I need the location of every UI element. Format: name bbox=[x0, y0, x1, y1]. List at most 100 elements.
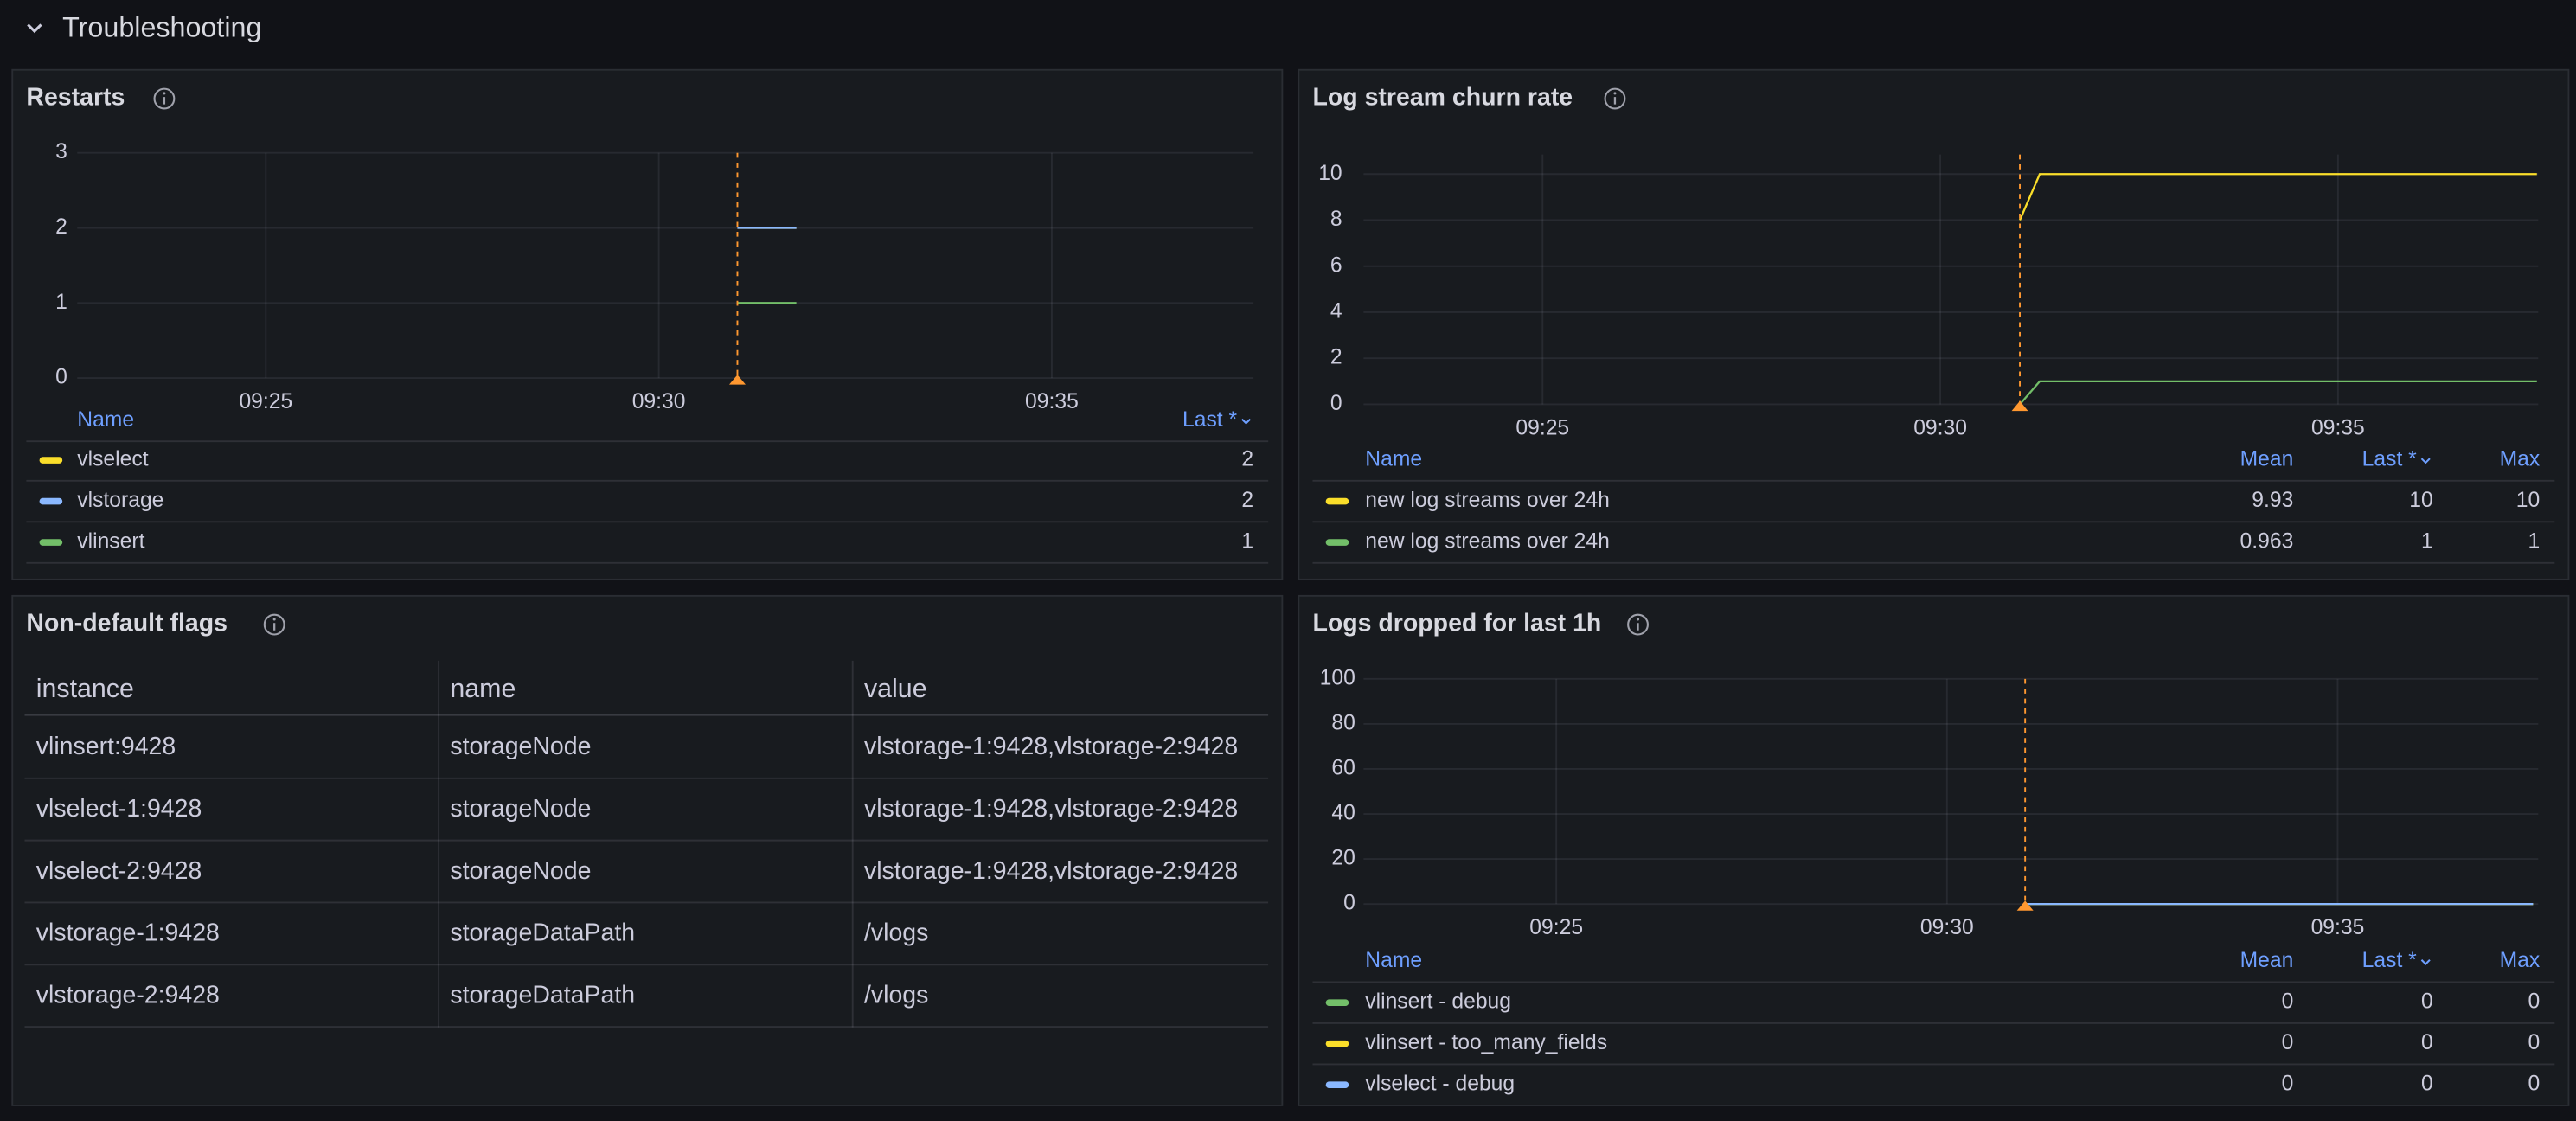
table-cell: /vlogs bbox=[864, 919, 928, 947]
info-icon-dot bbox=[1613, 92, 1617, 95]
legend-header[interactable]: Max bbox=[2500, 448, 2541, 471]
x-tick-label: 09:30 bbox=[1920, 916, 1974, 939]
x-tick-label: 09:35 bbox=[2311, 416, 2365, 439]
chart-panel: Log stream churn rate 0 2 4 6 8 10 09:25 09:30 09… bbox=[1312, 84, 2555, 564]
legend-value: 0 bbox=[2528, 1073, 2540, 1096]
legend-header[interactable]: Last * bbox=[1182, 408, 1238, 432]
x-tick-label: 09:35 bbox=[1025, 390, 1079, 413]
y-tick-label: 2 bbox=[55, 215, 67, 239]
info-icon-ring bbox=[1627, 613, 1649, 636]
legend-swatch[interactable] bbox=[1325, 539, 1349, 546]
legend-label[interactable]: vlinsert - too_many_fields bbox=[1365, 1031, 1607, 1054]
info-icon[interactable] bbox=[1604, 87, 1626, 110]
sort-chevron bbox=[1241, 418, 1252, 425]
legend-header[interactable]: Max bbox=[2500, 949, 2541, 972]
table-cell: storageNode bbox=[450, 795, 591, 823]
legend-swatch[interactable] bbox=[1325, 1040, 1349, 1047]
panel-title: Restarts bbox=[26, 84, 125, 112]
y-tick-label: 0 bbox=[1330, 392, 1342, 415]
legend-value: 0 bbox=[2282, 1031, 2294, 1054]
column-header[interactable]: value bbox=[864, 674, 927, 703]
legend-value: 1 bbox=[2421, 530, 2433, 554]
legend-header[interactable]: Last * bbox=[2362, 949, 2418, 972]
info-icon[interactable] bbox=[263, 613, 285, 636]
x-tick-label: 09:25 bbox=[1515, 416, 1569, 439]
legend-label[interactable]: new log streams over 24h bbox=[1365, 530, 1610, 554]
legend-label[interactable]: vlstorage bbox=[77, 489, 163, 512]
legend-swatch[interactable] bbox=[39, 539, 63, 546]
column-header[interactable]: name bbox=[450, 674, 516, 703]
legend-header[interactable]: Mean bbox=[2240, 448, 2294, 471]
chart-panel: Logs dropped for last 1h 0 20 40 60 80 100 09:2… bbox=[1312, 610, 2555, 1096]
legend-label[interactable]: vlinsert - debug bbox=[1365, 990, 1511, 1014]
legend-label[interactable]: vlselect bbox=[77, 448, 148, 471]
panel-title: Logs dropped for last 1h bbox=[1312, 610, 1601, 637]
legend-value: 0 bbox=[2421, 1031, 2433, 1054]
legend-value: 10 bbox=[2516, 489, 2540, 512]
table-cell: vlstorage-2:9428 bbox=[36, 981, 220, 1009]
annotation-marker[interactable] bbox=[728, 375, 746, 385]
info-icon-dot bbox=[163, 92, 166, 95]
sort-chevron bbox=[2420, 959, 2431, 966]
legend-swatch[interactable] bbox=[1325, 497, 1349, 505]
legend-label[interactable]: vlinsert bbox=[77, 530, 144, 554]
y-tick-label: 8 bbox=[1330, 208, 1342, 231]
chart-panel: Restarts 0 1 2 3 09:25 09:30 09:35 Name Last * vls… bbox=[26, 84, 1269, 564]
legend-header[interactable]: Mean bbox=[2240, 949, 2294, 972]
panel bbox=[1298, 594, 2570, 1106]
legend-label[interactable]: new log streams over 24h bbox=[1365, 489, 1610, 512]
panel bbox=[1298, 68, 2570, 580]
legend-header[interactable]: Name bbox=[77, 408, 134, 432]
table-cell: vlselect-1:9428 bbox=[36, 795, 202, 823]
y-tick-label: 4 bbox=[1330, 299, 1342, 323]
collapse-chevron[interactable] bbox=[27, 23, 42, 34]
series-line bbox=[2019, 380, 2537, 406]
x-tick-label: 09:30 bbox=[632, 390, 686, 413]
legend-value: 0 bbox=[2282, 990, 2294, 1014]
y-tick-label: 20 bbox=[1331, 847, 1355, 870]
legend-value: 0 bbox=[2528, 990, 2540, 1014]
table-cell: storageNode bbox=[450, 857, 591, 885]
table-cell: vlselect-2:9428 bbox=[36, 857, 202, 885]
legend-label[interactable]: vlselect - debug bbox=[1365, 1073, 1515, 1096]
series-line bbox=[2018, 173, 2537, 221]
legend-swatch[interactable] bbox=[1325, 1081, 1349, 1088]
legend-value: 0 bbox=[2282, 1073, 2294, 1096]
info-icon-ring bbox=[1604, 87, 1626, 110]
legend-value: 0 bbox=[2421, 1073, 2433, 1096]
legend-value: 0.963 bbox=[2240, 530, 2294, 554]
legend-header[interactable]: Name bbox=[1365, 448, 1422, 471]
legend-value: 10 bbox=[2409, 489, 2432, 512]
legend-value: 1 bbox=[2528, 530, 2540, 554]
table-cell: /vlogs bbox=[864, 981, 928, 1009]
section-title[interactable]: Troubleshooting bbox=[62, 12, 261, 43]
table-cell: storageDataPath bbox=[450, 919, 635, 947]
info-icon[interactable] bbox=[1627, 613, 1649, 636]
x-tick-label: 09:35 bbox=[2311, 916, 2365, 939]
legend-swatch[interactable] bbox=[39, 457, 63, 464]
y-tick-label: 2 bbox=[1330, 346, 1342, 369]
panel bbox=[11, 594, 1284, 1106]
annotation-marker[interactable] bbox=[2011, 400, 2028, 412]
sort-chevron bbox=[2420, 458, 2431, 464]
table-cell: vlstorage-1:9428,vlstorage-2:9428 bbox=[864, 857, 1238, 885]
legend-value: 0 bbox=[2528, 1031, 2540, 1054]
table-cell: vlinsert:9428 bbox=[36, 733, 176, 760]
legend-swatch[interactable] bbox=[1325, 999, 1349, 1006]
x-tick-label: 09:25 bbox=[239, 390, 292, 413]
annotation-marker[interactable] bbox=[2016, 900, 2034, 911]
legend-header[interactable]: Last * bbox=[2362, 448, 2418, 471]
legend-header[interactable]: Name bbox=[1365, 949, 1422, 972]
legend-swatch[interactable] bbox=[39, 497, 63, 505]
y-tick-label: 0 bbox=[1343, 892, 1355, 915]
y-tick-label: 3 bbox=[55, 140, 67, 163]
y-tick-label: 100 bbox=[1320, 666, 1355, 689]
column-header[interactable]: instance bbox=[36, 674, 134, 703]
table-cell: vlstorage-1:9428,vlstorage-2:9428 bbox=[864, 733, 1238, 760]
y-tick-label: 1 bbox=[55, 291, 67, 314]
panel-title: Log stream churn rate bbox=[1312, 84, 1573, 112]
y-tick-label: 60 bbox=[1331, 756, 1355, 779]
info-icon[interactable] bbox=[153, 87, 176, 110]
